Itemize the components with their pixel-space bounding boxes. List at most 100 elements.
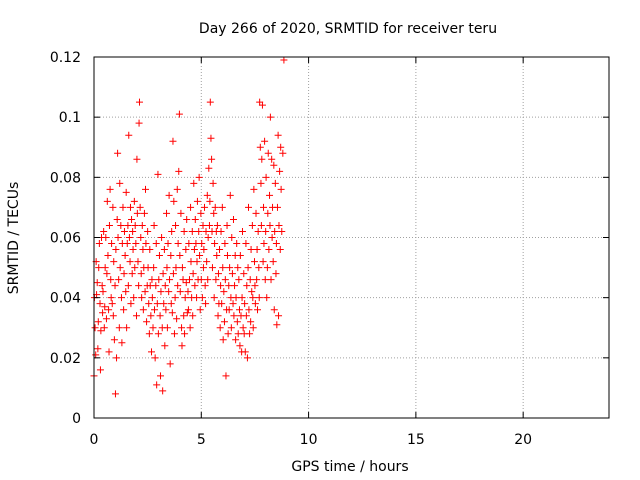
data-point-0-295 (248, 221, 256, 229)
data-point-0-114 (151, 354, 159, 362)
data-points (90, 56, 288, 398)
data-point-0-140 (165, 191, 173, 199)
data-point-0-41 (112, 246, 120, 254)
data-point-0-256 (227, 324, 235, 332)
data-point-0-18 (100, 227, 108, 235)
x-tick-label-3: 15 (407, 432, 425, 448)
data-point-0-211 (203, 191, 211, 199)
data-point-0-36 (109, 312, 117, 320)
data-point-0-324 (264, 209, 272, 217)
data-point-0-249 (223, 252, 231, 260)
data-point-0-132 (161, 342, 169, 350)
data-point-0-76 (131, 264, 139, 272)
data-point-0-112 (150, 221, 158, 229)
data-point-0-69 (127, 300, 135, 308)
data-point-0-339 (272, 270, 280, 278)
data-point-0-80 (133, 155, 141, 163)
data-point-0-25 (103, 197, 111, 205)
data-point-0-152 (172, 221, 180, 229)
data-point-0-59 (122, 288, 130, 296)
data-point-0-52 (118, 339, 126, 347)
data-point-0-178 (185, 276, 193, 284)
data-point-0-46 (115, 276, 123, 284)
data-point-0-176 (184, 306, 192, 314)
data-point-0-81 (133, 209, 141, 217)
data-point-0-95 (141, 288, 149, 296)
data-point-0-308 (255, 294, 263, 302)
data-point-0-192 (193, 258, 201, 266)
data-point-0-287 (244, 264, 252, 272)
data-point-0-72 (129, 227, 137, 235)
data-point-0-314 (258, 101, 266, 109)
data-point-0-86 (136, 203, 144, 211)
data-point-0-325 (264, 149, 272, 157)
data-point-0-151 (171, 294, 179, 302)
data-point-0-207 (201, 282, 209, 290)
data-point-0-321 (262, 173, 270, 181)
data-point-0-51 (117, 294, 125, 302)
data-point-0-210 (203, 258, 211, 266)
data-point-0-269 (234, 330, 242, 338)
data-point-0-301 (251, 300, 259, 308)
data-point-0-300 (251, 282, 259, 290)
axis-ticks (93, 56, 609, 419)
data-point-0-157 (174, 240, 182, 248)
data-point-0-246 (222, 372, 230, 380)
data-point-0-271 (235, 306, 243, 314)
data-point-0-9 (95, 264, 103, 272)
x-tick-label-1: 5 (197, 432, 206, 448)
data-point-0-44 (114, 149, 122, 157)
data-point-0-344 (275, 312, 283, 320)
data-point-0-340 (272, 240, 280, 248)
data-point-0-221 (208, 264, 216, 272)
data-point-0-33 (108, 240, 116, 248)
data-point-0-223 (210, 209, 218, 217)
data-point-0-64 (124, 282, 132, 290)
y-tick-label-4: 0.08 (50, 170, 81, 186)
data-point-0-57 (120, 227, 128, 235)
data-point-0-277 (238, 227, 246, 235)
y-tick-label-1: 0.02 (50, 351, 81, 367)
data-point-0-172 (182, 279, 190, 287)
data-point-0-239 (218, 203, 226, 211)
data-point-0-285 (243, 282, 251, 290)
data-point-0-185 (189, 270, 197, 278)
data-point-0-66 (125, 234, 133, 241)
data-point-0-212 (204, 276, 212, 284)
data-point-0-261 (230, 312, 238, 320)
data-point-0-238 (218, 300, 226, 308)
data-point-0-19 (100, 324, 108, 332)
data-point-0-42 (113, 354, 121, 362)
data-point-0-94 (140, 209, 148, 217)
data-point-0-55 (120, 306, 128, 314)
data-point-0-281 (241, 300, 249, 308)
x-axis-label: GPS time / hours (291, 459, 408, 475)
data-point-0-304 (253, 246, 261, 254)
data-point-0-188 (191, 282, 199, 290)
data-point-0-326 (265, 246, 273, 254)
data-point-0-40 (111, 390, 119, 398)
data-point-0-109 (148, 294, 156, 302)
data-point-0-236 (217, 282, 225, 290)
data-point-0-74 (130, 294, 138, 302)
data-point-0-173 (183, 215, 191, 223)
data-point-0-330 (267, 276, 275, 284)
data-point-0-312 (257, 221, 265, 229)
data-point-0-108 (148, 276, 156, 284)
data-point-0-122 (155, 252, 163, 260)
data-point-0-232 (214, 270, 222, 278)
y-tick-label-6: 0.12 (50, 50, 81, 66)
data-point-0-292 (247, 318, 255, 326)
data-point-0-30 (106, 185, 114, 193)
data-point-0-158 (175, 167, 183, 175)
data-point-0-61 (123, 324, 131, 332)
tick-labels: 0 5 10 15 20 0 0.02 0.04 0.06 0.08 0.1 0.12 (50, 50, 532, 448)
data-point-0-303 (253, 276, 261, 284)
data-point-0-352 (280, 56, 288, 64)
data-point-0-106 (147, 312, 155, 320)
data-point-0-96 (142, 185, 149, 193)
data-point-0-137 (163, 324, 171, 332)
data-point-0-111 (150, 264, 158, 272)
data-point-0-3 (92, 351, 100, 359)
